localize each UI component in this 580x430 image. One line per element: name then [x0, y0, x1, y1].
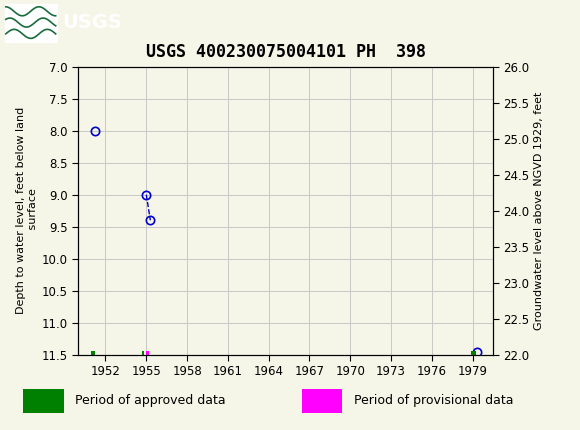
Y-axis label: Depth to water level, feet below land
 surface: Depth to water level, feet below land su… [16, 107, 38, 314]
Title: USGS 400230075004101 PH  398: USGS 400230075004101 PH 398 [146, 43, 426, 61]
Bar [5, 3, 57, 42]
Text: Period of approved data: Period of approved data [75, 394, 226, 408]
FancyBboxPatch shape [23, 390, 64, 413]
Text: Period of provisional data: Period of provisional data [354, 394, 513, 408]
Text: USGS: USGS [62, 13, 122, 32]
FancyBboxPatch shape [302, 390, 342, 413]
Y-axis label: Groundwater level above NGVD 1929, feet: Groundwater level above NGVD 1929, feet [534, 92, 543, 330]
Bar [146, 351, 148, 355]
Bar [142, 351, 144, 355]
Bar [90, 351, 95, 355]
Bar [471, 351, 476, 355]
